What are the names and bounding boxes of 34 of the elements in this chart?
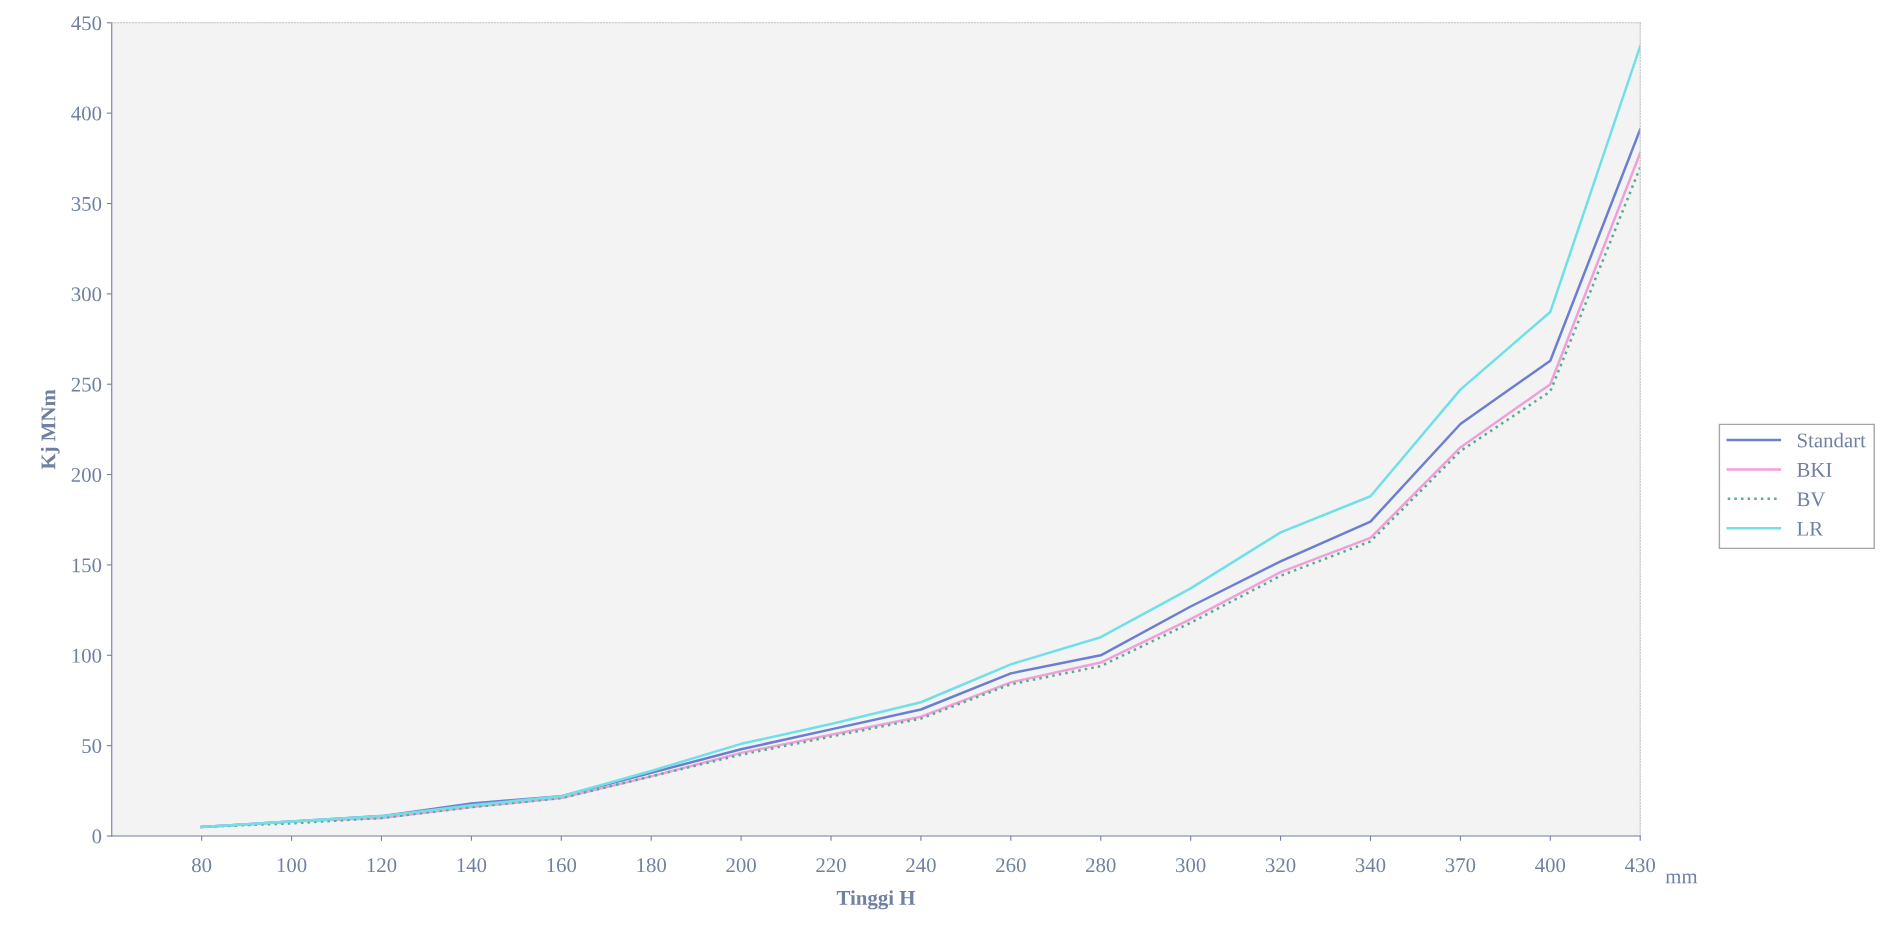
x-tick-label: 430 [1624,858,1656,873]
text: mm [1665,873,1698,884]
y-tick-label: 300 [71,287,102,302]
y-axis-title: Kj MNm [40,389,60,470]
x-tick-label: 370 [1445,858,1476,873]
x-tick-label: 320 [1265,858,1296,873]
y-tick-label: 350 [71,196,102,211]
x-axis-title: Tinggi H [836,890,916,910]
legend-label: BV [1797,492,1826,507]
x-tick-label: 160 [547,858,577,873]
x-tick-label: 240 [906,858,936,873]
x-tick-label: 100 [277,858,307,873]
y-tick-label: 450 [71,16,102,31]
y-tick-label: 400 [71,106,102,121]
legend-label: BKI [1797,463,1832,477]
x-tick-label: 280 [1086,858,1116,873]
x-tick-label: 340 [1355,858,1386,873]
x-tick-label: 260 [996,858,1026,873]
legend-label: LR [1797,521,1824,536]
legend-label: Standart [1797,432,1866,448]
y-tick-label: 0 [92,829,102,844]
y-tick-label: 100 [72,648,102,663]
x-tick-label: 200 [726,858,756,873]
x-tick-label: 400 [1535,858,1566,873]
x-tick-label: 220 [816,858,846,873]
x-tick-label: 140 [457,858,487,873]
x-tick-label: 120 [367,858,397,873]
y-tick-label: 150 [72,558,102,573]
y-tick-label: 200 [71,467,102,483]
x-tick-label: 80 [192,858,212,873]
x-tick-label: 300 [1176,858,1206,873]
x-tick-label: 180 [637,858,667,873]
y-tick-label: 250 [71,377,102,392]
y-tick-label: 50 [82,739,102,754]
